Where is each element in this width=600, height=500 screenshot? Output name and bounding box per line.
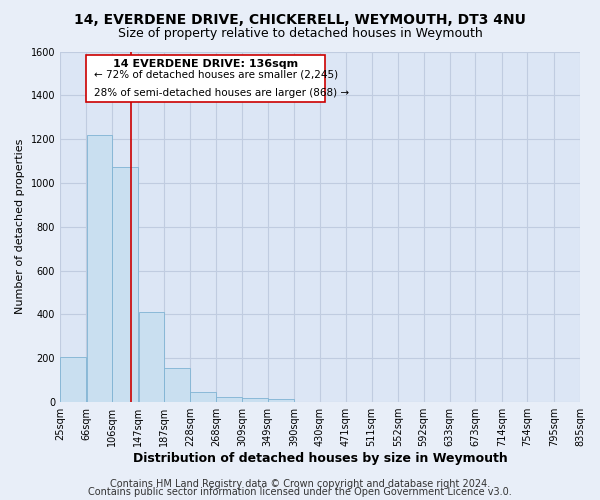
Y-axis label: Number of detached properties: Number of detached properties [15, 139, 25, 314]
Bar [242, 398, 268, 402]
Bar [60, 357, 86, 402]
Text: 28% of semi-detached houses are larger (868) →: 28% of semi-detached houses are larger (… [94, 88, 349, 98]
FancyBboxPatch shape [86, 55, 325, 102]
X-axis label: Distribution of detached houses by size in Weymouth: Distribution of detached houses by size … [133, 452, 508, 465]
Text: Contains HM Land Registry data © Crown copyright and database right 2024.: Contains HM Land Registry data © Crown c… [110, 479, 490, 489]
Text: ← 72% of detached houses are smaller (2,245): ← 72% of detached houses are smaller (2,… [94, 70, 338, 80]
Text: 14 EVERDENE DRIVE: 136sqm: 14 EVERDENE DRIVE: 136sqm [113, 58, 298, 68]
Bar [190, 392, 216, 402]
Bar [268, 399, 294, 402]
Text: Contains public sector information licensed under the Open Government Licence v3: Contains public sector information licen… [88, 487, 512, 497]
Text: 14, EVERDENE DRIVE, CHICKERELL, WEYMOUTH, DT3 4NU: 14, EVERDENE DRIVE, CHICKERELL, WEYMOUTH… [74, 12, 526, 26]
Bar [164, 368, 190, 402]
Bar [216, 396, 242, 402]
Text: Size of property relative to detached houses in Weymouth: Size of property relative to detached ho… [118, 28, 482, 40]
Bar [86, 135, 112, 402]
Bar [112, 166, 138, 402]
Bar [139, 312, 164, 402]
